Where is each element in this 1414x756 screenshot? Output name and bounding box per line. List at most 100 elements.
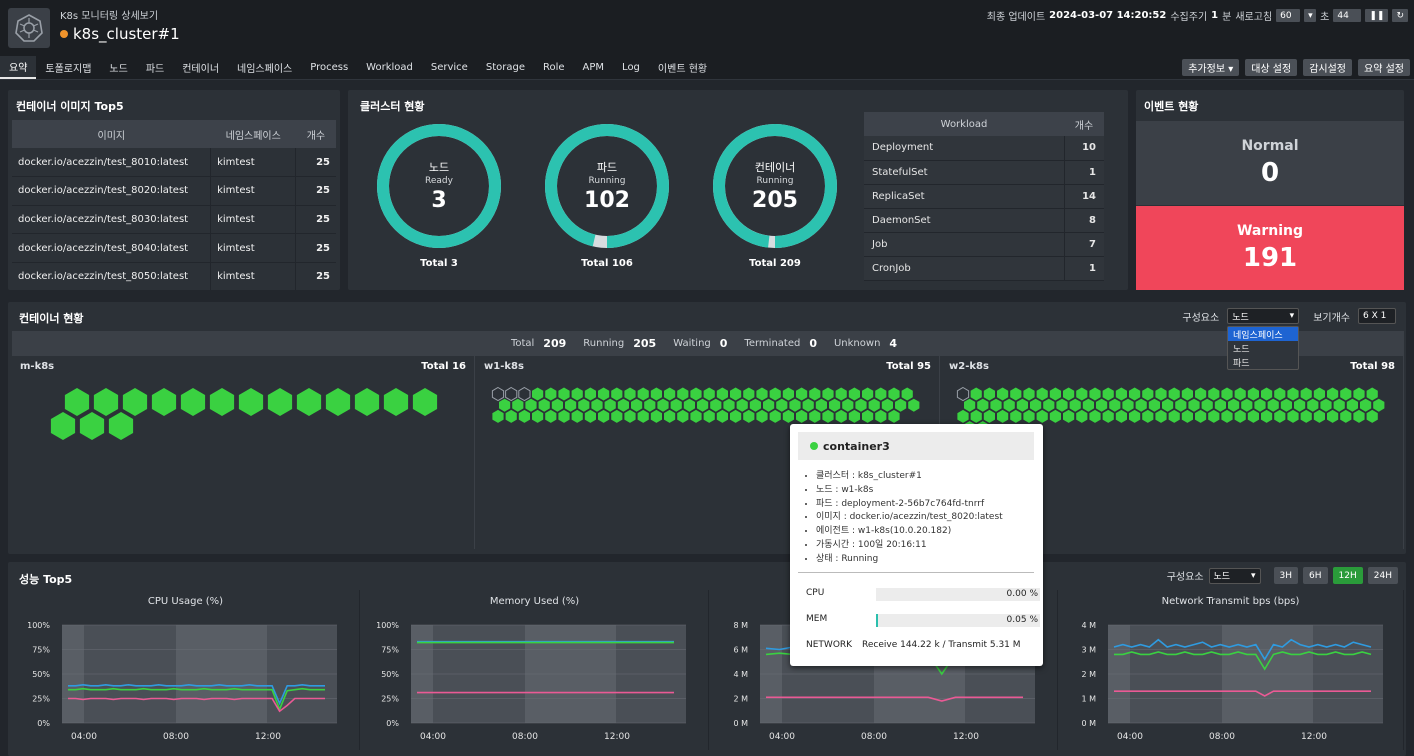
container-hex[interactable] bbox=[383, 388, 409, 416]
tab-2[interactable]: 노드 bbox=[109, 64, 128, 75]
container-hex[interactable] bbox=[716, 387, 728, 401]
container-hex[interactable] bbox=[743, 409, 755, 423]
container-hex[interactable] bbox=[1280, 398, 1292, 412]
container-hex[interactable] bbox=[1049, 409, 1061, 423]
container-hex[interactable] bbox=[1208, 387, 1220, 401]
container-hex[interactable] bbox=[1294, 398, 1306, 412]
container-hex[interactable] bbox=[1247, 387, 1259, 401]
container-hex[interactable] bbox=[789, 398, 801, 412]
tab-9[interactable]: Storage bbox=[485, 62, 525, 73]
container-hex[interactable] bbox=[835, 409, 847, 423]
container-hex[interactable] bbox=[624, 387, 636, 401]
container-hex[interactable] bbox=[875, 409, 887, 423]
container-hex[interactable] bbox=[122, 388, 148, 416]
nav-button-1[interactable]: 대상 설정 bbox=[1245, 59, 1298, 76]
container-hex[interactable] bbox=[677, 409, 689, 423]
container-hex[interactable] bbox=[644, 398, 656, 412]
tab-10[interactable]: Role bbox=[542, 62, 565, 73]
container-hex-unknown[interactable] bbox=[491, 386, 505, 402]
container-hex[interactable] bbox=[1122, 398, 1134, 412]
container-hex[interactable] bbox=[1327, 387, 1339, 401]
table-row[interactable]: docker.io/acezzin/test_8010:latest kimtes… bbox=[12, 148, 336, 178]
container-hex[interactable] bbox=[1353, 387, 1365, 401]
container-hex[interactable] bbox=[1327, 409, 1339, 423]
container-hex[interactable] bbox=[209, 388, 235, 416]
container-hex[interactable] bbox=[769, 409, 781, 423]
container-hex[interactable] bbox=[1003, 398, 1015, 412]
container-hex[interactable] bbox=[970, 387, 982, 401]
table-row[interactable]: CronJob 1 bbox=[864, 256, 1104, 281]
view-count-select[interactable]: 6 X 1 bbox=[1358, 308, 1396, 324]
container-hex[interactable] bbox=[267, 388, 293, 416]
container-hex[interactable] bbox=[1063, 387, 1075, 401]
container-hex[interactable] bbox=[1214, 398, 1226, 412]
container-hex[interactable] bbox=[1036, 387, 1048, 401]
container-hex[interactable] bbox=[1274, 409, 1286, 423]
container-hex[interactable] bbox=[1373, 398, 1385, 412]
container-hex[interactable] bbox=[1300, 409, 1312, 423]
tab-8[interactable]: Service bbox=[430, 62, 468, 73]
container-hex[interactable] bbox=[637, 387, 649, 401]
container-hex[interactable] bbox=[683, 398, 695, 412]
container-hex[interactable] bbox=[1076, 409, 1088, 423]
container-hex-unknown[interactable] bbox=[505, 386, 518, 402]
container-hex[interactable] bbox=[1287, 409, 1299, 423]
table-row[interactable]: DaemonSet 8 bbox=[864, 208, 1104, 233]
container-hex[interactable] bbox=[1287, 387, 1299, 401]
container-hex[interactable] bbox=[997, 387, 1009, 401]
container-hex[interactable] bbox=[1135, 398, 1147, 412]
container-hex[interactable] bbox=[1241, 398, 1253, 412]
container-hex[interactable] bbox=[296, 388, 322, 416]
container-hex[interactable] bbox=[848, 409, 860, 423]
container-hex[interactable] bbox=[578, 398, 590, 412]
container-hex[interactable] bbox=[1254, 398, 1266, 412]
container-hex[interactable] bbox=[1333, 398, 1345, 412]
container-hex[interactable] bbox=[862, 409, 874, 423]
container-hex[interactable] bbox=[822, 409, 834, 423]
component-select[interactable]: 노드 ▾ bbox=[1227, 308, 1300, 324]
container-hex[interactable] bbox=[1142, 387, 1154, 401]
container-hex[interactable] bbox=[1247, 409, 1259, 423]
container-hex[interactable] bbox=[983, 409, 995, 423]
container-hex[interactable] bbox=[598, 409, 610, 423]
container-hex[interactable] bbox=[1155, 387, 1167, 401]
container-hex[interactable] bbox=[1353, 409, 1365, 423]
container-hex[interactable] bbox=[782, 387, 794, 401]
table-row[interactable]: docker.io/acezzin/test_8040:latest kimtes… bbox=[12, 233, 336, 263]
container-hex[interactable] bbox=[657, 398, 669, 412]
container-hex[interactable] bbox=[551, 398, 563, 412]
container-hex[interactable] bbox=[730, 409, 742, 423]
container-hex[interactable] bbox=[703, 387, 715, 401]
container-hex[interactable] bbox=[1168, 387, 1180, 401]
container-hex[interactable] bbox=[796, 387, 808, 401]
container-hex[interactable] bbox=[1274, 387, 1286, 401]
tab-5[interactable]: 네임스페이스 bbox=[237, 64, 293, 75]
nav-button-2[interactable]: 감시설정 bbox=[1303, 59, 1353, 76]
container-hex[interactable] bbox=[1360, 398, 1372, 412]
container-hex[interactable] bbox=[802, 398, 814, 412]
container-hex[interactable] bbox=[525, 398, 537, 412]
container-hex[interactable] bbox=[492, 409, 504, 423]
container-hex[interactable] bbox=[716, 409, 728, 423]
container-hex[interactable] bbox=[1043, 398, 1055, 412]
container-hex[interactable] bbox=[512, 398, 524, 412]
container-hex[interactable] bbox=[1168, 409, 1180, 423]
container-hex[interactable] bbox=[1129, 387, 1141, 401]
container-hex[interactable] bbox=[1155, 409, 1167, 423]
container-hex[interactable] bbox=[1307, 398, 1319, 412]
container-hex[interactable] bbox=[1063, 409, 1075, 423]
container-hex[interactable] bbox=[1082, 398, 1094, 412]
container-hex[interactable] bbox=[650, 387, 662, 401]
container-hex[interactable] bbox=[1195, 409, 1207, 423]
container-hex[interactable] bbox=[1010, 387, 1022, 401]
container-hex[interactable] bbox=[895, 398, 907, 412]
container-hex[interactable] bbox=[1148, 398, 1160, 412]
dropdown-option-0[interactable]: 네임스페이스 bbox=[1228, 327, 1298, 341]
container-hex[interactable] bbox=[756, 409, 768, 423]
container-hex[interactable] bbox=[571, 387, 583, 401]
container-hex[interactable] bbox=[1023, 387, 1035, 401]
container-hex[interactable] bbox=[238, 388, 264, 416]
container-hex[interactable] bbox=[1076, 387, 1088, 401]
container-hex[interactable] bbox=[1181, 387, 1193, 401]
container-hex[interactable] bbox=[354, 388, 380, 416]
